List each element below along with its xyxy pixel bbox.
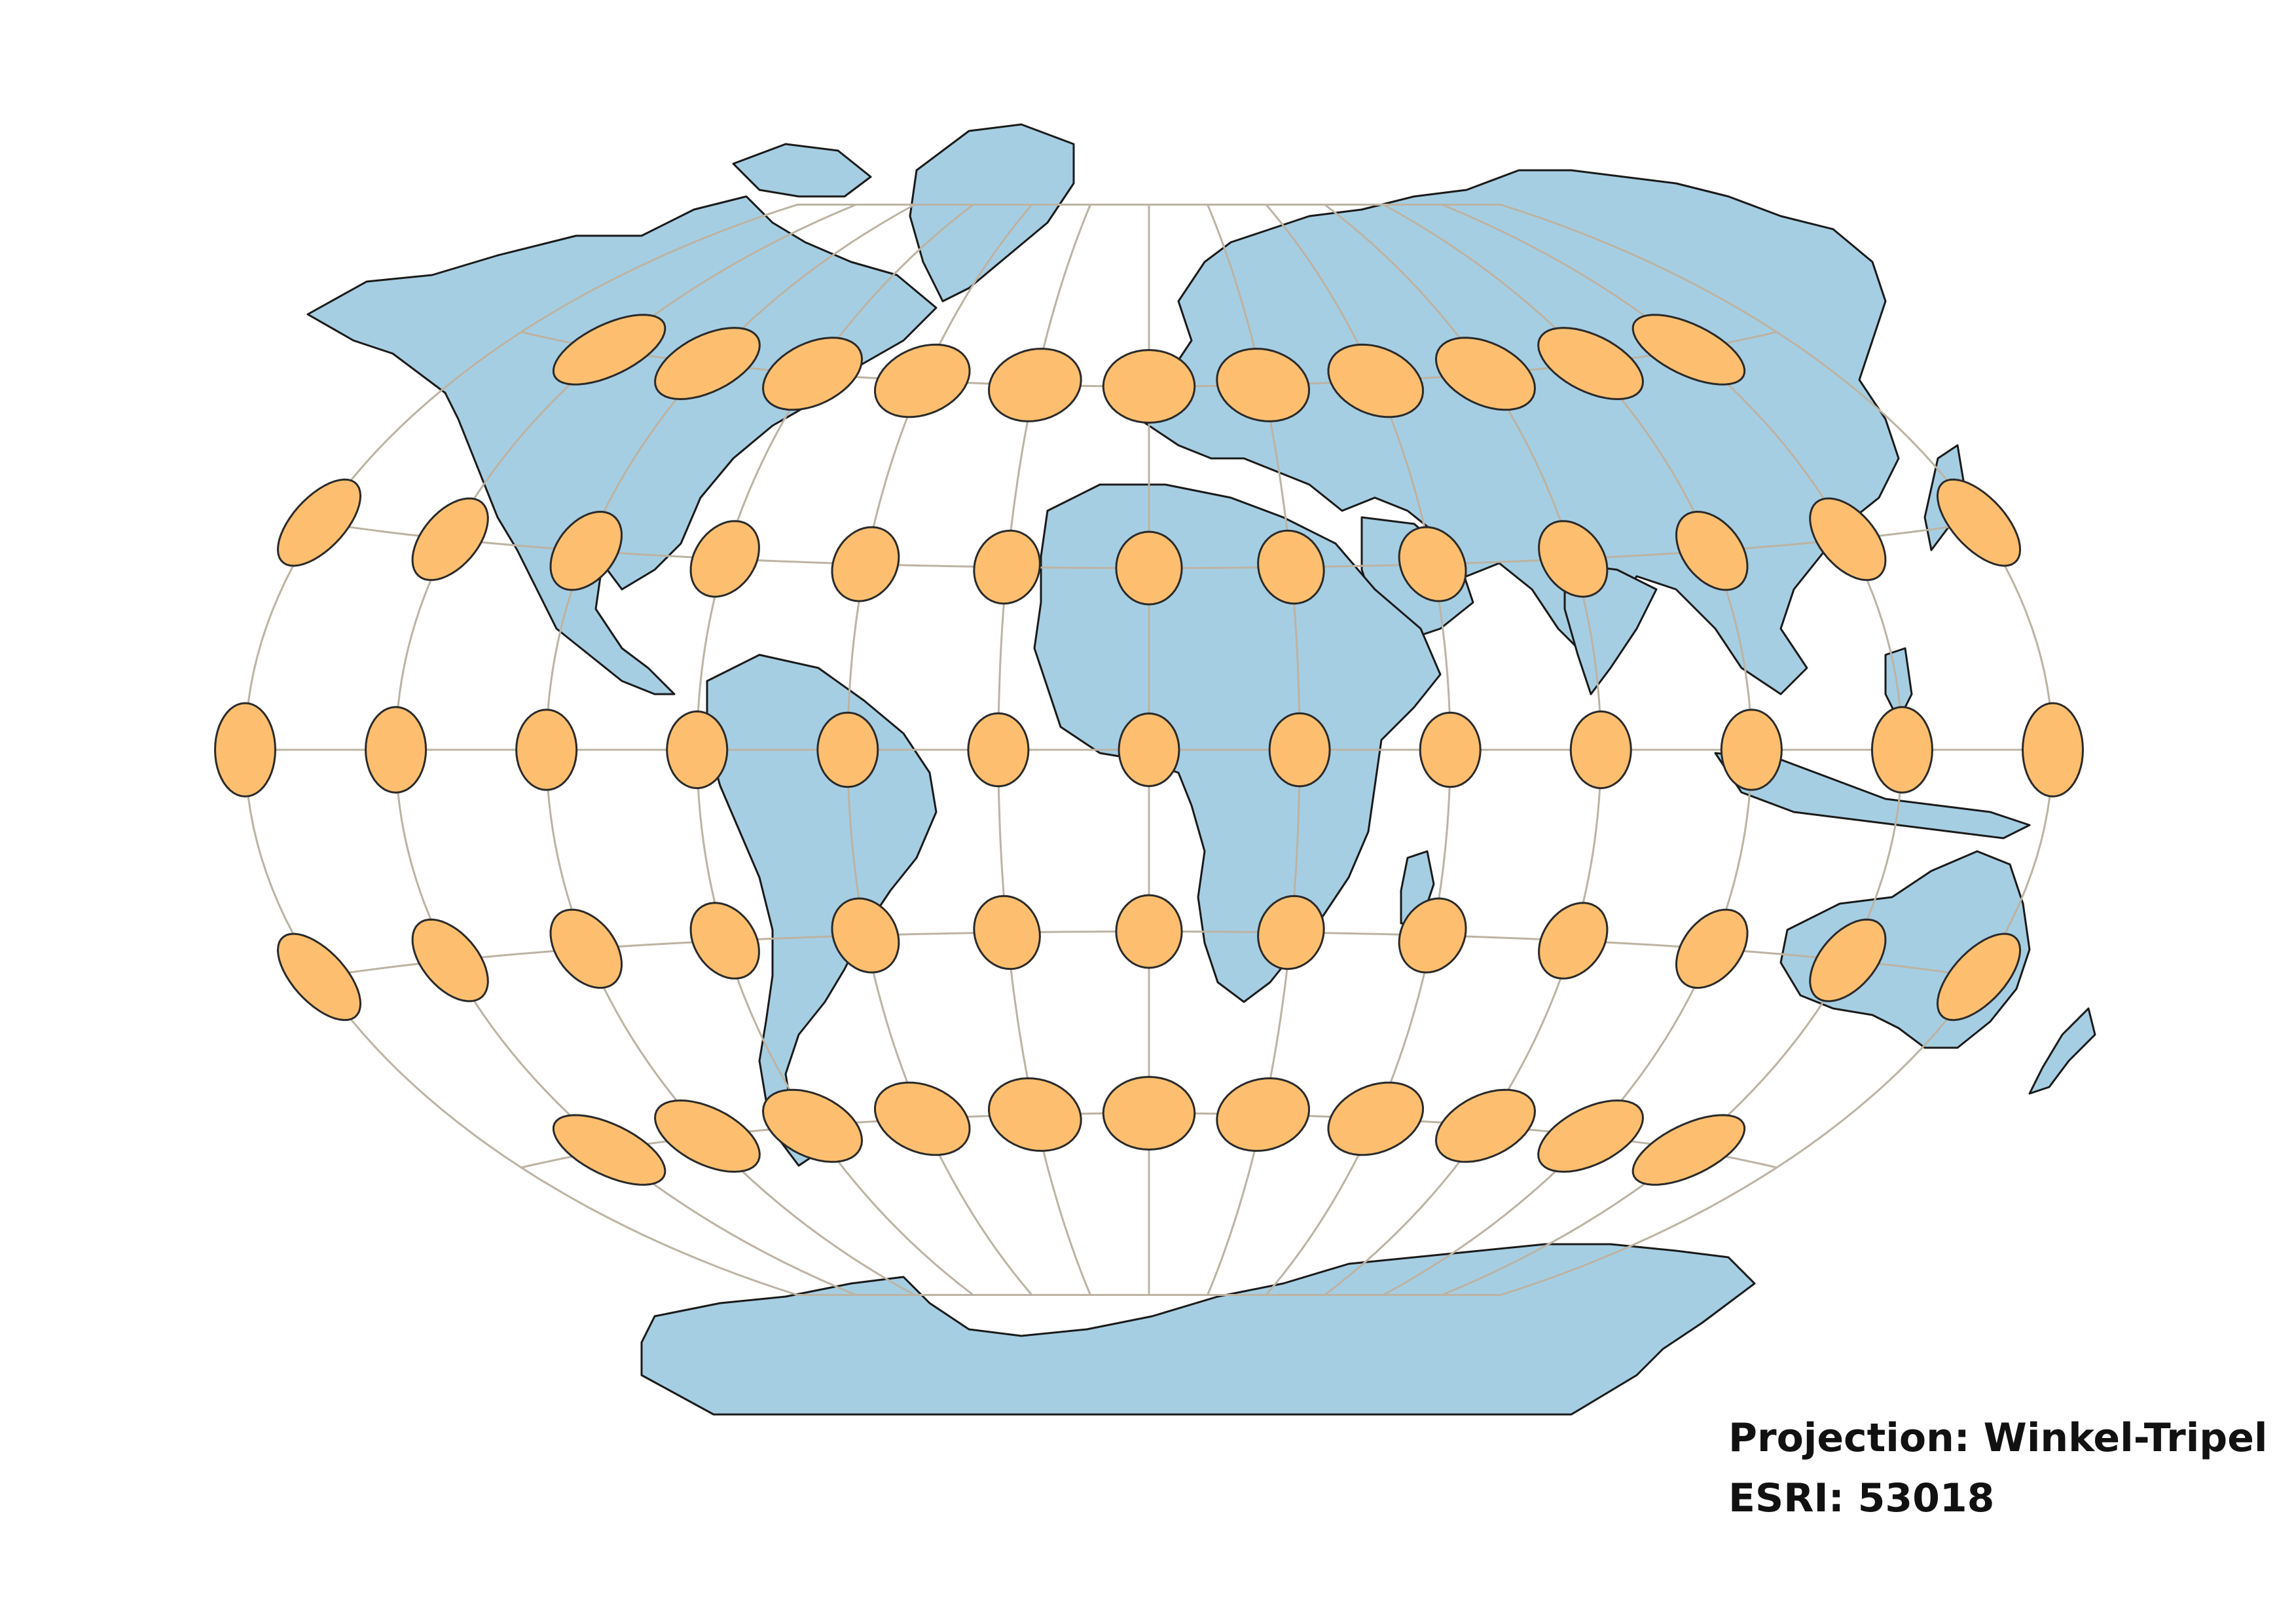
tissot-ellipse <box>1102 348 1196 424</box>
new-zealand <box>2028 1007 2096 1095</box>
tissot-ellipse <box>653 1099 761 1173</box>
tissot-ellipse <box>987 347 1082 422</box>
tissot-ellipse <box>1434 1088 1537 1163</box>
tissot-ellipse <box>816 711 879 788</box>
tissot-ellipse <box>1327 343 1425 418</box>
tissot-ellipse <box>549 908 623 989</box>
esri-code-label: ESRI: 53018 <box>1728 1475 1995 1521</box>
tissot-ellipse <box>689 902 760 980</box>
tissot-ellipse <box>1720 709 1783 791</box>
tissot-ellipse <box>1398 897 1467 974</box>
tissot-ellipse <box>653 327 761 401</box>
tissot-ellipse <box>1327 1081 1425 1156</box>
tissot-ellipse <box>1870 706 1933 794</box>
tissot-ellipse <box>666 710 729 790</box>
tissot-ellipse <box>831 897 900 974</box>
map-caption: Projection: Winkel-Tripel ESRI: 53018 <box>1728 1408 2267 1528</box>
tissot-ellipse <box>2021 702 2085 798</box>
tissot-ellipse <box>1631 1114 1746 1186</box>
tissot-ellipse <box>276 478 362 567</box>
tissot-ellipse <box>967 712 1030 788</box>
indicatrix-layer <box>213 314 2085 1186</box>
tissot-ellipse <box>761 337 864 411</box>
tissot-ellipse <box>1268 712 1331 788</box>
tissot-ellipse <box>973 895 1041 970</box>
tissot-ellipse <box>1257 529 1325 605</box>
antarctica <box>640 1243 1756 1416</box>
tissot-ellipse <box>1118 712 1180 788</box>
tissot-ellipse <box>1102 1075 1196 1151</box>
tissot-ellipse <box>1809 918 1887 1003</box>
tissot-ellipse <box>549 510 623 591</box>
tissot-ellipse <box>552 314 666 386</box>
tissot-ellipse <box>552 1114 666 1186</box>
tissot-ellipse <box>213 702 277 798</box>
tissot-ellipse <box>1115 530 1183 606</box>
tissot-ellipse <box>1434 337 1537 411</box>
tissot-ellipse <box>515 709 578 791</box>
greenland <box>909 123 1075 303</box>
tissot-ellipse <box>761 1088 864 1163</box>
tissot-ellipse <box>1419 711 1482 788</box>
tissot-ellipse <box>1115 894 1183 969</box>
tissot-ellipse <box>1537 327 1645 401</box>
tissot-ellipse <box>1936 932 2022 1022</box>
tissot-ellipse <box>1675 908 1749 989</box>
tissot-ellipse <box>689 520 760 598</box>
tissot-ellipse <box>873 1081 971 1156</box>
tissot-ellipse <box>411 497 489 581</box>
tissot-ellipse <box>1675 510 1749 591</box>
tissot-ellipse <box>1631 314 1746 386</box>
north-america <box>306 195 938 695</box>
tissot-ellipse <box>1538 902 1609 980</box>
tissot-ellipse <box>365 706 428 794</box>
tissot-ellipse <box>1216 1077 1311 1153</box>
tissot-ellipse <box>1936 478 2022 567</box>
arctic-islands <box>732 143 872 198</box>
tissot-ellipse <box>831 526 900 602</box>
tissot-ellipse <box>1569 710 1632 790</box>
tissot-ellipse <box>1537 1099 1645 1173</box>
tissot-ellipse <box>1216 347 1311 422</box>
tissot-ellipse <box>1257 895 1325 970</box>
projection-label: Projection: Winkel-Tripel <box>1728 1415 2268 1461</box>
indonesia <box>1714 752 2031 840</box>
tissot-ellipse <box>973 529 1041 605</box>
tissot-ellipse <box>987 1077 1082 1153</box>
tissot-ellipse <box>411 918 489 1003</box>
tissot-ellipse <box>276 932 362 1022</box>
tissot-ellipse <box>1538 520 1609 598</box>
tissot-ellipse <box>873 343 971 418</box>
tissot-ellipse <box>1809 497 1887 581</box>
tissot-ellipse <box>1398 526 1467 602</box>
